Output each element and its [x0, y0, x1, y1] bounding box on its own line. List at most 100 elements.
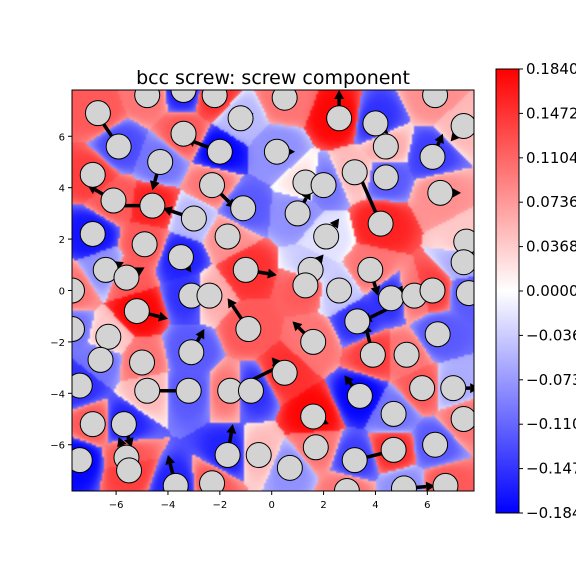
colorbar-tick-label: −0.0736 [526, 371, 576, 389]
colorbar-tick-label: 0.0000 [526, 282, 576, 300]
atom-marker [333, 478, 360, 491]
colorbar-tick-label: −0.0368 [526, 326, 576, 344]
atom-marker [341, 159, 368, 186]
x-tick-label: 6 [424, 500, 430, 511]
x-tick-label: 2 [320, 500, 326, 511]
atom-marker [72, 372, 93, 399]
atom-marker [105, 133, 132, 160]
x-tick-label: 0 [269, 500, 275, 511]
atom-marker [362, 110, 389, 137]
x-axis: −6 −4 −2 0 2 4 6 [109, 491, 431, 511]
displacement-arrow-head [271, 357, 282, 368]
y-tick-label: 0 [59, 287, 65, 298]
atom-marker [147, 148, 174, 175]
y-tick-label: −2 [50, 338, 65, 349]
atom-marker [232, 256, 259, 283]
colorbar-ticks: −0.1840 −0.1472 −0.1104 −0.0736 −0.0368 0.000… [519, 60, 576, 522]
displacement-arrow-head [267, 268, 277, 279]
colorbar-tick-label: 0.0368 [526, 238, 576, 256]
displacement-arrow-head [434, 133, 444, 144]
displacement-arrow-head [470, 383, 474, 394]
atom-marker [87, 346, 114, 373]
atom-marker [100, 187, 127, 214]
x-tick-label: −2 [212, 500, 227, 511]
atom-marker [79, 220, 106, 247]
colorbar-tick-label: 0.1472 [526, 104, 576, 122]
atom-marker [175, 377, 202, 404]
atom-markers [72, 90, 474, 491]
colorbar-tick-label: 0.1840 [526, 60, 576, 78]
atom-marker [276, 454, 303, 481]
colorbar-tick-label: 0.0736 [526, 193, 576, 211]
atom-marker [419, 143, 446, 170]
atom-marker [196, 282, 223, 309]
y-tick-label: 4 [59, 184, 65, 195]
atom-marker [450, 112, 474, 139]
atom-marker [139, 192, 166, 219]
atom-marker [167, 244, 194, 271]
atom-marker [372, 133, 399, 160]
atom-marker [432, 472, 459, 491]
atom-marker [427, 179, 454, 206]
displacement-arrow-head [195, 329, 205, 340]
atom-marker [302, 434, 329, 461]
atom-marker [390, 475, 417, 491]
atom-marker [424, 321, 451, 348]
colorbar-gradient [495, 68, 520, 514]
atom-marker [367, 210, 394, 237]
atom-marker [199, 470, 226, 491]
atom-marker [129, 349, 156, 376]
displacement-arrow-head [344, 375, 354, 386]
atom-marker [178, 339, 205, 366]
atom-marker [214, 223, 241, 250]
atom-marker [284, 200, 311, 227]
atom-marker [72, 447, 93, 474]
atom-marker [326, 277, 353, 304]
atom-marker [450, 249, 474, 276]
displacement-arrow-head [292, 321, 303, 332]
atom-marker [440, 375, 467, 402]
atom-marker [344, 308, 371, 335]
atom-marker [84, 100, 111, 127]
displacement-arrow-head [117, 437, 127, 448]
displacement-arrow-head [134, 267, 145, 277]
atom-marker [393, 341, 420, 368]
atom-marker [199, 172, 226, 199]
atom-marker [131, 231, 158, 258]
chart-title: bcc screw: screw component [136, 67, 410, 89]
atom-marker [170, 120, 197, 147]
displacement-arrow-head [329, 218, 340, 229]
atom-marker [134, 377, 161, 404]
plot-area [71, 89, 475, 492]
displacement-arrow-head [334, 90, 345, 99]
atom-marker [422, 431, 449, 458]
atom-marker [95, 323, 122, 350]
y-tick-label: 6 [59, 132, 65, 143]
atom-marker [455, 280, 474, 307]
atom-marker [359, 341, 386, 368]
displacement-arrow-head [452, 187, 462, 198]
colorbar-tick-label: 0.1104 [526, 149, 576, 167]
atom-marker [310, 172, 337, 199]
x-tick-label: −6 [109, 500, 124, 511]
displacement-arrow-head [227, 298, 237, 309]
atom-marker [237, 377, 264, 404]
atom-marker [79, 411, 106, 438]
y-tick-label: −4 [50, 389, 65, 400]
displacement-arrow-head [313, 254, 324, 265]
atom-marker [263, 138, 290, 165]
displacement-arrow-head [425, 481, 436, 491]
atom-marker [123, 298, 150, 325]
atom-marker [72, 316, 85, 343]
atom-marker [162, 472, 189, 491]
atom-marker [380, 400, 407, 427]
atom-marker [346, 382, 373, 409]
colorbar-tick-label: −0.1840 [526, 504, 576, 522]
displacement-arrow-head [165, 455, 176, 465]
displacement-arrow-head [162, 206, 173, 216]
x-tick-label: −4 [161, 500, 176, 511]
atom-marker [409, 375, 436, 402]
atom-marker [271, 359, 298, 386]
x-tick-label: 4 [372, 500, 378, 511]
